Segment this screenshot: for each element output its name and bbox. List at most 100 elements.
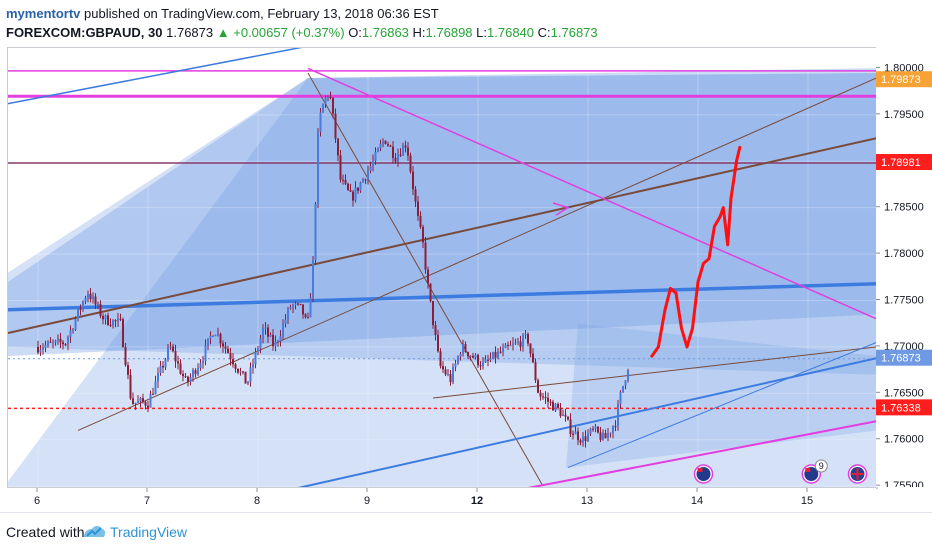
candle-body: [139, 398, 142, 402]
price-axis[interactable]: 1.800001.795001.790001.785001.780001.775…: [876, 47, 932, 492]
candle-body: [434, 324, 437, 335]
candle-body: [89, 293, 92, 300]
candle-body: [579, 440, 582, 443]
candle-body: [124, 347, 127, 366]
candle-body: [469, 355, 472, 357]
trendline-upper-blue: [7, 45, 309, 105]
candle-body: [97, 304, 99, 306]
change-value: +0.00657 (+0.37%): [233, 25, 345, 40]
candle-body: [539, 392, 542, 397]
candle-body: [244, 371, 247, 384]
candle-body: [547, 397, 549, 402]
candle-body: [452, 367, 454, 383]
price-tick-label: 1.78500: [884, 202, 924, 214]
candle-body: [47, 341, 49, 346]
candle-body: [612, 426, 614, 433]
candle-body: [69, 330, 72, 338]
price-tag: [876, 154, 932, 171]
chart-area[interactable]: 9: [7, 45, 878, 489]
candle-body: [84, 298, 87, 302]
candle-body: [364, 179, 367, 181]
candle-body: [494, 351, 497, 358]
candle-body: [127, 365, 129, 375]
candle-body: [269, 334, 272, 337]
candle-body: [294, 303, 297, 305]
candle-body: [274, 341, 277, 347]
event-count-badge: [814, 459, 828, 473]
candle-body: [387, 143, 389, 146]
candle-body: [519, 341, 522, 347]
candle-body: [522, 334, 524, 347]
candle-body: [239, 371, 242, 373]
candle-body: [574, 431, 577, 435]
candle-body: [514, 342, 517, 344]
candle-body: [277, 341, 279, 343]
candle-body: [422, 226, 424, 243]
trendline-magenta-down: [307, 67, 878, 320]
candle-body: [479, 365, 482, 367]
candle-body: [177, 361, 179, 364]
candle-body: [389, 145, 392, 147]
candle-body: [414, 189, 417, 202]
candle-body: [304, 314, 307, 318]
candle-body: [44, 345, 47, 348]
close-label: C:: [537, 25, 551, 40]
candle-body: [399, 154, 402, 156]
candle-body: [94, 296, 97, 305]
tradingview-logo-icon[interactable]: [82, 521, 106, 546]
candle-body: [107, 315, 109, 325]
candle-body: [577, 431, 579, 441]
candle-body: [594, 426, 597, 429]
price-chart[interactable]: 9: [7, 45, 878, 489]
candle-body: [417, 201, 419, 216]
candle-body: [157, 373, 159, 382]
price-tick-label: 1.79500: [884, 109, 924, 121]
candle-body: [372, 160, 374, 167]
candle-body: [242, 371, 244, 373]
price-tick-label: 1.78000: [884, 248, 924, 260]
shaded-zone: [8, 73, 877, 375]
candle-body: [332, 97, 334, 114]
open-label: O:: [348, 25, 362, 40]
candle-body: [447, 373, 449, 375]
candle-body: [592, 428, 594, 430]
candle-body: [497, 351, 499, 358]
time-axis[interactable]: 6 7 8 9 12 13 14 15: [7, 487, 876, 512]
last-price: 1.76873: [166, 25, 214, 40]
fib-line-brown: [307, 72, 544, 487]
candle-body: [432, 301, 434, 325]
candle-body: [122, 319, 124, 348]
candle-body: [419, 215, 422, 227]
candle-body: [394, 157, 397, 162]
candle-body: [62, 342, 64, 345]
candle-body: [87, 293, 89, 299]
candle-body: [74, 318, 77, 330]
candle-body: [149, 393, 152, 408]
tradingview-brand[interactable]: TradingView: [110, 524, 188, 540]
candle-body: [409, 155, 412, 172]
candle-body: [302, 304, 304, 315]
candle-body: [549, 401, 552, 403]
publish-line: mymentortv published on TradingView.com,…: [6, 6, 439, 21]
candle-body: [544, 397, 547, 399]
candle-body: [587, 433, 589, 442]
price-tag-label: 1.76873: [881, 353, 921, 365]
trendline-blue-lower: [297, 357, 878, 489]
candle-body: [57, 338, 59, 341]
candle-body: [504, 344, 507, 348]
time-tick-label: 15: [801, 495, 813, 507]
candle-body: [379, 143, 382, 149]
candle-body: [474, 354, 477, 358]
candle-body: [152, 393, 154, 395]
candle-body: [457, 356, 459, 364]
candle-body: [487, 359, 489, 361]
candle-body: [397, 154, 399, 162]
time-tick-label: 13: [581, 495, 593, 507]
candle-body: [289, 307, 292, 309]
candle-body: [532, 353, 534, 363]
candle-body: [347, 183, 349, 191]
author-name[interactable]: mymentortv: [6, 6, 81, 21]
close-value: 1.76873: [550, 25, 598, 40]
flag-corner: [805, 468, 811, 472]
candle-body: [99, 304, 102, 316]
